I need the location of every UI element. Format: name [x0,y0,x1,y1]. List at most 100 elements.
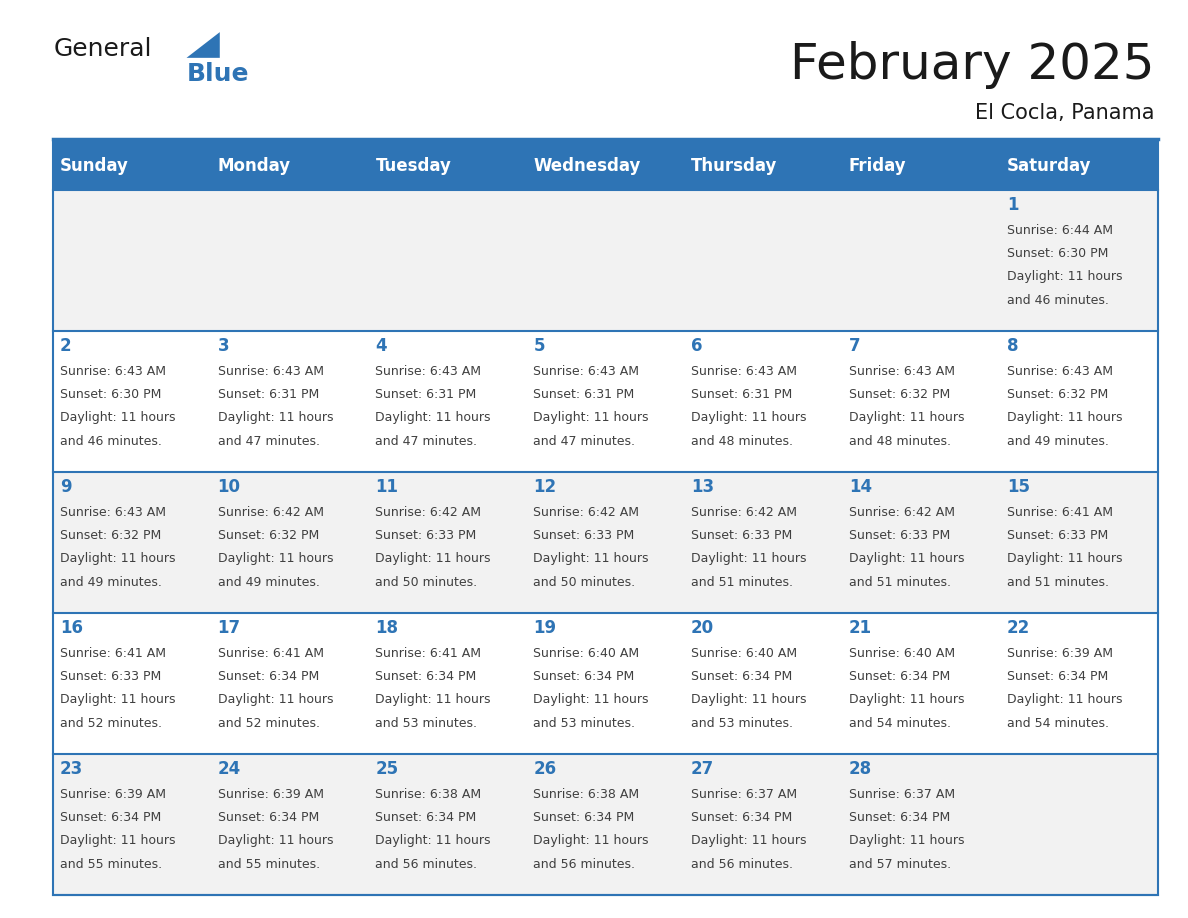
Text: 7: 7 [849,337,860,354]
Text: and 56 minutes.: and 56 minutes. [375,857,478,870]
Text: 25: 25 [375,760,398,778]
Text: Daylight: 11 hours: Daylight: 11 hours [217,553,333,565]
Text: 4: 4 [375,337,387,354]
Text: Sunrise: 6:42 AM: Sunrise: 6:42 AM [533,506,639,519]
Text: Sunset: 6:31 PM: Sunset: 6:31 PM [375,388,476,401]
Text: Daylight: 11 hours: Daylight: 11 hours [1006,693,1123,707]
Text: Daylight: 11 hours: Daylight: 11 hours [691,553,807,565]
Text: and 49 minutes.: and 49 minutes. [217,576,320,588]
Text: and 53 minutes.: and 53 minutes. [375,717,478,730]
Text: Daylight: 11 hours: Daylight: 11 hours [691,834,807,847]
Text: and 48 minutes.: and 48 minutes. [849,434,950,448]
Text: Sunrise: 6:40 AM: Sunrise: 6:40 AM [691,647,797,660]
Text: and 57 minutes.: and 57 minutes. [849,857,952,870]
Text: Thursday: Thursday [691,157,777,175]
Text: Sunset: 6:34 PM: Sunset: 6:34 PM [849,812,950,824]
Text: and 48 minutes.: and 48 minutes. [691,434,794,448]
Text: Daylight: 11 hours: Daylight: 11 hours [533,411,649,424]
Text: Sunrise: 6:43 AM: Sunrise: 6:43 AM [375,364,481,378]
Text: General: General [53,37,152,61]
Text: Sunrise: 6:41 AM: Sunrise: 6:41 AM [375,647,481,660]
Text: Sunset: 6:33 PM: Sunset: 6:33 PM [59,670,162,683]
Text: Tuesday: Tuesday [375,157,451,175]
Text: Sunrise: 6:43 AM: Sunrise: 6:43 AM [849,364,955,378]
Text: Daylight: 11 hours: Daylight: 11 hours [533,553,649,565]
Text: 9: 9 [59,477,71,496]
Text: 1: 1 [1006,196,1018,214]
Text: 12: 12 [533,477,556,496]
Text: 27: 27 [691,760,714,778]
Text: Sunrise: 6:38 AM: Sunrise: 6:38 AM [533,788,639,800]
Text: Sunrise: 6:41 AM: Sunrise: 6:41 AM [217,647,323,660]
Text: Sunrise: 6:43 AM: Sunrise: 6:43 AM [533,364,639,378]
Text: Sunset: 6:34 PM: Sunset: 6:34 PM [533,670,634,683]
Text: and 53 minutes.: and 53 minutes. [533,717,636,730]
Text: Daylight: 11 hours: Daylight: 11 hours [1006,271,1123,284]
Text: Sunrise: 6:43 AM: Sunrise: 6:43 AM [1006,364,1113,378]
Text: Sunrise: 6:43 AM: Sunrise: 6:43 AM [59,364,166,378]
Text: Sunset: 6:34 PM: Sunset: 6:34 PM [849,670,950,683]
Text: and 55 minutes.: and 55 minutes. [217,857,320,870]
Text: Daylight: 11 hours: Daylight: 11 hours [59,553,176,565]
Text: Sunset: 6:33 PM: Sunset: 6:33 PM [691,529,792,543]
Text: Sunset: 6:31 PM: Sunset: 6:31 PM [691,388,792,401]
Text: and 50 minutes.: and 50 minutes. [533,576,636,588]
Text: and 52 minutes.: and 52 minutes. [59,717,162,730]
Text: Sunday: Sunday [59,157,128,175]
Text: Blue: Blue [187,62,249,85]
Text: Daylight: 11 hours: Daylight: 11 hours [375,834,491,847]
Text: 17: 17 [217,619,241,637]
Text: and 56 minutes.: and 56 minutes. [533,857,636,870]
Text: 20: 20 [691,619,714,637]
Text: Daylight: 11 hours: Daylight: 11 hours [533,834,649,847]
Text: Daylight: 11 hours: Daylight: 11 hours [59,834,176,847]
Text: Sunrise: 6:42 AM: Sunrise: 6:42 AM [375,506,481,519]
Text: Sunset: 6:34 PM: Sunset: 6:34 PM [59,812,162,824]
Text: Sunset: 6:33 PM: Sunset: 6:33 PM [533,529,634,543]
Text: Friday: Friday [849,157,906,175]
Text: Daylight: 11 hours: Daylight: 11 hours [849,834,965,847]
Text: Sunrise: 6:39 AM: Sunrise: 6:39 AM [59,788,166,800]
Text: and 54 minutes.: and 54 minutes. [849,717,950,730]
Text: and 47 minutes.: and 47 minutes. [533,434,636,448]
Text: 5: 5 [533,337,545,354]
Text: Sunrise: 6:43 AM: Sunrise: 6:43 AM [691,364,797,378]
Text: Sunset: 6:34 PM: Sunset: 6:34 PM [375,670,476,683]
Text: Daylight: 11 hours: Daylight: 11 hours [849,553,965,565]
Text: Daylight: 11 hours: Daylight: 11 hours [1006,553,1123,565]
Text: Sunset: 6:32 PM: Sunset: 6:32 PM [849,388,950,401]
Text: 22: 22 [1006,619,1030,637]
Text: Daylight: 11 hours: Daylight: 11 hours [375,553,491,565]
Text: Sunrise: 6:37 AM: Sunrise: 6:37 AM [691,788,797,800]
Text: Daylight: 11 hours: Daylight: 11 hours [59,411,176,424]
Text: 18: 18 [375,619,398,637]
Text: Sunrise: 6:43 AM: Sunrise: 6:43 AM [217,364,323,378]
Text: Daylight: 11 hours: Daylight: 11 hours [691,693,807,707]
Text: Sunrise: 6:42 AM: Sunrise: 6:42 AM [217,506,323,519]
Text: and 54 minutes.: and 54 minutes. [1006,717,1108,730]
Text: Sunset: 6:31 PM: Sunset: 6:31 PM [217,388,318,401]
Text: Sunrise: 6:40 AM: Sunrise: 6:40 AM [533,647,639,660]
Text: and 51 minutes.: and 51 minutes. [691,576,794,588]
Text: Sunset: 6:31 PM: Sunset: 6:31 PM [533,388,634,401]
Text: Monday: Monday [217,157,291,175]
Text: and 46 minutes.: and 46 minutes. [1006,294,1108,307]
Text: Sunset: 6:34 PM: Sunset: 6:34 PM [375,812,476,824]
Text: 11: 11 [375,477,398,496]
Text: Daylight: 11 hours: Daylight: 11 hours [375,411,491,424]
Text: Sunset: 6:30 PM: Sunset: 6:30 PM [59,388,162,401]
Text: Sunset: 6:32 PM: Sunset: 6:32 PM [59,529,162,543]
Text: 14: 14 [849,477,872,496]
Polygon shape [187,32,220,58]
Text: 28: 28 [849,760,872,778]
Text: Sunset: 6:30 PM: Sunset: 6:30 PM [1006,247,1108,260]
Text: Sunset: 6:32 PM: Sunset: 6:32 PM [217,529,318,543]
Text: 10: 10 [217,477,241,496]
Text: Saturday: Saturday [1006,157,1092,175]
Text: Sunrise: 6:41 AM: Sunrise: 6:41 AM [1006,506,1113,519]
Text: Sunset: 6:34 PM: Sunset: 6:34 PM [217,812,318,824]
Text: 19: 19 [533,619,556,637]
Text: Sunrise: 6:40 AM: Sunrise: 6:40 AM [849,647,955,660]
Text: Daylight: 11 hours: Daylight: 11 hours [217,411,333,424]
Text: and 47 minutes.: and 47 minutes. [217,434,320,448]
